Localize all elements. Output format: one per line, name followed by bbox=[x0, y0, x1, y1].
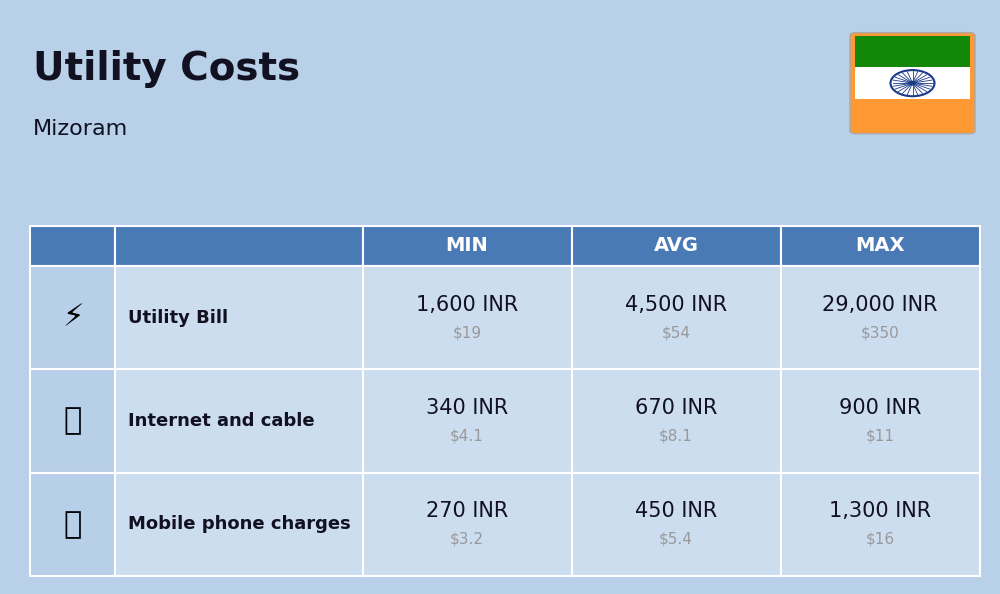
Text: $54: $54 bbox=[661, 325, 690, 340]
Text: 1,600 INR: 1,600 INR bbox=[416, 295, 518, 315]
Bar bbox=[30, 226, 115, 266]
Bar bbox=[362, 473, 572, 576]
Bar bbox=[362, 369, 572, 473]
Text: 340 INR: 340 INR bbox=[426, 398, 508, 418]
Bar bbox=[30, 266, 115, 369]
Text: $4.1: $4.1 bbox=[450, 428, 484, 444]
Bar bbox=[572, 266, 780, 369]
Text: $5.4: $5.4 bbox=[659, 532, 693, 547]
Text: 450 INR: 450 INR bbox=[635, 501, 717, 522]
Bar bbox=[855, 67, 970, 99]
Text: 1,300 INR: 1,300 INR bbox=[829, 501, 931, 522]
Text: Internet and cable: Internet and cable bbox=[128, 412, 314, 430]
Bar bbox=[115, 266, 362, 369]
Bar bbox=[780, 473, 980, 576]
Bar bbox=[780, 369, 980, 473]
Text: $19: $19 bbox=[452, 325, 482, 340]
Text: $11: $11 bbox=[866, 428, 895, 444]
Bar bbox=[572, 226, 780, 266]
Text: 29,000 INR: 29,000 INR bbox=[822, 295, 938, 315]
Text: 4,500 INR: 4,500 INR bbox=[625, 295, 727, 315]
Circle shape bbox=[910, 81, 916, 85]
Text: $3.2: $3.2 bbox=[450, 532, 484, 547]
Bar bbox=[855, 36, 970, 67]
Bar bbox=[780, 266, 980, 369]
Bar bbox=[115, 369, 362, 473]
Bar bbox=[30, 473, 115, 576]
Bar bbox=[780, 226, 980, 266]
Bar bbox=[572, 369, 780, 473]
Text: Utility Costs: Utility Costs bbox=[33, 50, 300, 89]
Text: Mizoram: Mizoram bbox=[33, 119, 128, 139]
Text: $350: $350 bbox=[861, 325, 900, 340]
Text: 900 INR: 900 INR bbox=[839, 398, 921, 418]
Bar bbox=[30, 369, 115, 473]
Text: MAX: MAX bbox=[856, 236, 905, 255]
Text: $16: $16 bbox=[866, 532, 895, 547]
FancyBboxPatch shape bbox=[850, 33, 975, 134]
Text: MIN: MIN bbox=[446, 236, 488, 255]
Bar bbox=[115, 226, 362, 266]
Text: 270 INR: 270 INR bbox=[426, 501, 508, 522]
Text: 📡: 📡 bbox=[64, 407, 82, 435]
Text: 📱: 📱 bbox=[64, 510, 82, 539]
Bar bbox=[115, 473, 362, 576]
Text: Utility Bill: Utility Bill bbox=[128, 309, 228, 327]
Text: $8.1: $8.1 bbox=[659, 428, 693, 444]
Text: 670 INR: 670 INR bbox=[635, 398, 717, 418]
Bar bbox=[572, 473, 780, 576]
Bar bbox=[362, 266, 572, 369]
Bar bbox=[362, 226, 572, 266]
Text: Mobile phone charges: Mobile phone charges bbox=[128, 516, 350, 533]
Text: AVG: AVG bbox=[653, 236, 698, 255]
Text: ⚡: ⚡ bbox=[62, 303, 83, 332]
